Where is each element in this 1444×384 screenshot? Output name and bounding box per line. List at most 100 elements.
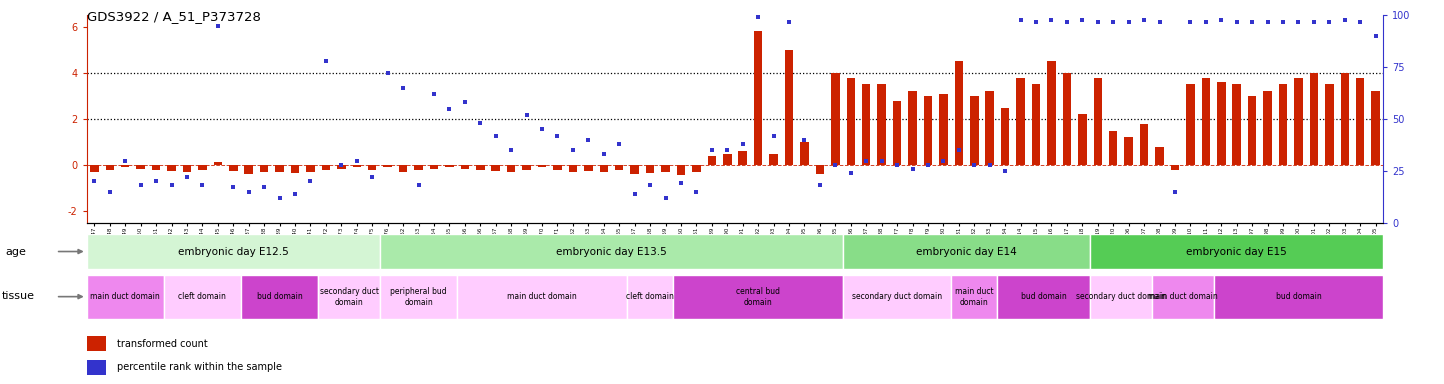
Bar	[832, 73, 839, 165]
Point	[144, 178, 168, 184]
Point	[1272, 18, 1295, 25]
Bar	[380, 275, 458, 319]
Point	[391, 85, 414, 91]
Bar	[121, 165, 130, 167]
Point	[469, 120, 492, 126]
Point	[1225, 18, 1248, 25]
Point	[885, 162, 908, 168]
Bar	[1356, 78, 1365, 165]
Point	[315, 58, 338, 64]
Bar	[244, 165, 253, 174]
Point	[1132, 17, 1155, 23]
Text: GDS3922 / A_51_P373728: GDS3922 / A_51_P373728	[87, 10, 260, 23]
Bar	[661, 165, 670, 172]
Point	[592, 151, 615, 157]
Bar	[1171, 165, 1180, 170]
Text: secondary duct domain: secondary duct domain	[1076, 292, 1165, 301]
Point	[1365, 33, 1388, 39]
Bar	[843, 234, 1090, 269]
Bar	[458, 275, 627, 319]
Point	[329, 162, 352, 168]
Point	[1056, 18, 1079, 25]
Bar	[569, 165, 578, 172]
Point	[283, 190, 306, 197]
Point	[1024, 18, 1047, 25]
Bar	[306, 165, 315, 172]
Bar	[878, 84, 885, 165]
Bar	[970, 96, 979, 165]
Point	[1071, 17, 1095, 23]
Point	[423, 91, 446, 97]
Bar	[1032, 84, 1040, 165]
Bar	[1090, 275, 1152, 319]
Text: embryonic day E13.5: embryonic day E13.5	[556, 247, 667, 257]
Point	[1194, 18, 1217, 25]
Point	[716, 147, 739, 153]
Text: embryonic day E12.5: embryonic day E12.5	[178, 247, 289, 257]
Point	[576, 137, 599, 143]
Bar	[214, 162, 222, 165]
Point	[484, 132, 507, 139]
Point	[638, 182, 661, 189]
Bar	[645, 165, 654, 173]
Point	[1210, 17, 1233, 23]
Bar	[1372, 91, 1380, 165]
Bar	[183, 165, 191, 172]
Point	[1009, 17, 1032, 23]
Text: secondary duct domain: secondary duct domain	[852, 292, 941, 301]
Bar	[380, 234, 843, 269]
Bar	[784, 50, 793, 165]
Bar	[892, 101, 901, 165]
Point	[160, 182, 183, 189]
Point	[670, 180, 693, 186]
Point	[855, 157, 878, 164]
Point	[500, 147, 523, 153]
Text: percentile rank within the sample: percentile rank within the sample	[117, 362, 282, 372]
Bar	[336, 165, 345, 169]
Bar	[507, 165, 516, 172]
Bar	[677, 165, 686, 175]
Bar	[908, 91, 917, 165]
Text: bud domain: bud domain	[1275, 292, 1321, 301]
Bar	[1090, 234, 1383, 269]
Bar	[537, 165, 546, 167]
Point	[453, 99, 477, 106]
Point	[1349, 18, 1372, 25]
Point	[1086, 18, 1109, 25]
Point	[222, 184, 245, 190]
Point	[608, 141, 631, 147]
Point	[375, 70, 399, 76]
Point	[963, 162, 986, 168]
Bar	[1294, 78, 1302, 165]
Bar	[692, 165, 700, 172]
Bar	[461, 165, 469, 169]
Point	[361, 174, 384, 180]
Bar	[87, 359, 107, 374]
Text: main duct
domain: main duct domain	[954, 286, 993, 307]
Bar	[599, 165, 608, 172]
Point	[269, 195, 292, 201]
Point	[253, 184, 276, 190]
Point	[1164, 189, 1187, 195]
Bar	[952, 275, 998, 319]
Bar	[1279, 84, 1287, 165]
Bar	[318, 275, 380, 319]
Text: central bud
domain: central bud domain	[736, 286, 780, 307]
Point	[237, 189, 260, 195]
Bar	[1186, 84, 1194, 165]
Bar	[1310, 73, 1318, 165]
Point	[206, 23, 230, 29]
Point	[562, 147, 585, 153]
Bar	[1047, 61, 1056, 165]
Bar	[1340, 73, 1349, 165]
Text: secondary duct
domain: secondary duct domain	[319, 286, 378, 307]
Point	[1040, 17, 1063, 23]
Text: main duct domain: main duct domain	[1148, 292, 1217, 301]
Point	[1256, 18, 1279, 25]
Bar	[230, 165, 237, 171]
Point	[1318, 18, 1341, 25]
Text: cleft domain: cleft domain	[627, 292, 674, 301]
Bar	[152, 165, 160, 170]
Point	[438, 106, 461, 112]
Bar	[862, 84, 871, 165]
